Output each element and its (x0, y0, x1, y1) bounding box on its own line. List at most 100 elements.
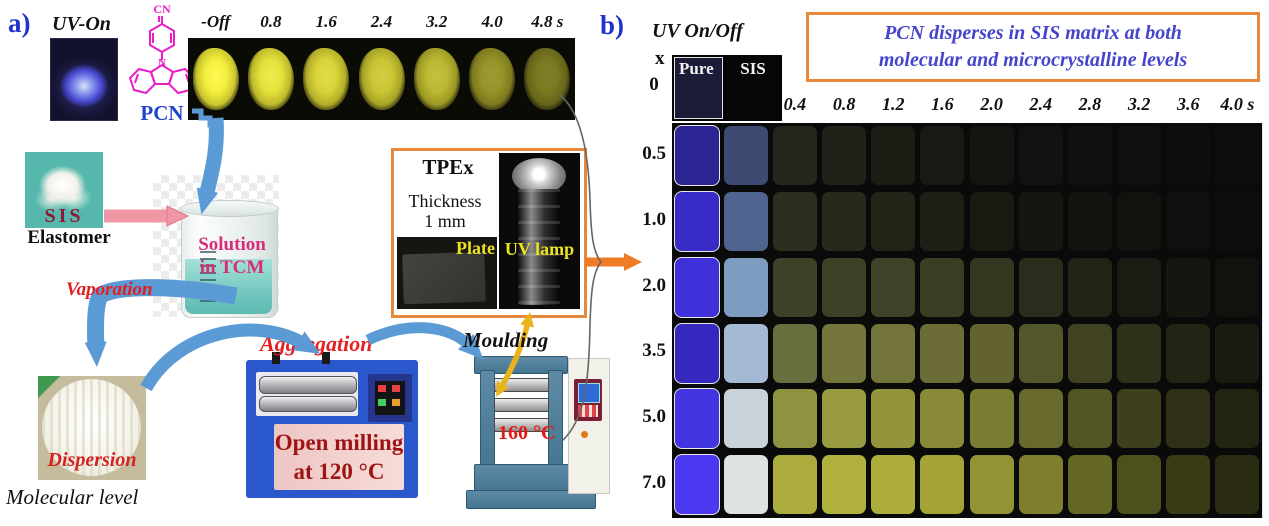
sample-cell (723, 323, 768, 383)
x-axis-label: x (655, 48, 665, 69)
press-base (466, 490, 596, 509)
sample-cell (1215, 323, 1260, 383)
glowing-sample (192, 48, 239, 110)
mill-roller-housing (256, 372, 358, 416)
sample-cell (969, 126, 1014, 185)
sample-cell (723, 191, 768, 251)
sample-cell (1117, 389, 1161, 449)
sample-cell (1215, 455, 1260, 515)
sample-cell (1117, 126, 1161, 185)
sample-cell (1166, 257, 1211, 317)
press-control-screen (574, 379, 602, 421)
sample-cell (969, 455, 1014, 515)
time-label-a: 0.8 (260, 12, 282, 31)
glowing-sample (524, 48, 571, 110)
sample-cell (1215, 191, 1260, 251)
sample-cell (772, 126, 817, 185)
time-label-a: -Off (201, 12, 231, 31)
row-label: 3.5 (642, 340, 666, 362)
sample-cell (1067, 126, 1112, 185)
sample-cell (1215, 126, 1260, 185)
sample-cell (871, 257, 916, 317)
sample-cell (822, 389, 866, 449)
open-mill-machine: Open milling at 120 °C (246, 352, 418, 498)
mill-indicator (378, 385, 386, 392)
time-label-b: 4.0 s (1220, 94, 1255, 114)
mill-display (375, 381, 405, 415)
uv-on-photo (50, 38, 118, 121)
sample-cell (674, 323, 719, 383)
sample-cell (822, 126, 866, 185)
time-label-b: 2.8 (1078, 94, 1102, 114)
pcn-name-label: PCN (140, 101, 184, 125)
dispersion-label: Dispersion (47, 449, 137, 471)
sample-cell (920, 257, 965, 317)
sample-cell (723, 455, 768, 515)
uv-lamp-label: UV lamp (504, 239, 575, 259)
press-column (548, 370, 563, 470)
sample-cell (1067, 323, 1112, 383)
time-label-b: 3.2 (1127, 94, 1151, 114)
sample-cell (969, 191, 1014, 251)
aggregation-label: Aggregation (260, 331, 373, 356)
sample-cell (920, 455, 965, 515)
time-label-a: 2.4 (370, 12, 393, 31)
press-machine: 160 °C (466, 352, 610, 510)
photoluminescence-strip (188, 38, 575, 120)
glowing-sample (469, 48, 516, 110)
sample-cell (1166, 126, 1211, 185)
mill-control-panel (368, 374, 412, 422)
press-platen (494, 378, 549, 392)
glowing-sample (413, 48, 460, 110)
cast-film-photo (38, 376, 146, 480)
uv-lamp-photo: UV lamp (499, 153, 580, 309)
cn-group-label: CN (153, 2, 171, 16)
sample-cell (1117, 455, 1161, 515)
sample-cell (772, 257, 817, 317)
sample-cell (1166, 191, 1211, 251)
sample-cell (969, 257, 1014, 317)
uv-lamp-head (512, 158, 566, 194)
sample-cell (772, 191, 817, 251)
glowing-sample (358, 48, 405, 110)
sample-cell (1067, 389, 1112, 449)
sample-cell (920, 323, 965, 383)
uv-on-label: UV-On (52, 13, 111, 35)
row0-sis-cell: SIS (727, 58, 779, 118)
time-label-b: 0.4 (783, 94, 807, 114)
sample-cell (822, 455, 866, 515)
conclusion-note-box: PCN disperses in SIS matrix at both mole… (806, 12, 1260, 82)
sample-cell (1166, 455, 1211, 515)
time-label-b: 2.0 (980, 94, 1003, 114)
film-disc (42, 379, 141, 476)
sample-cell (1067, 191, 1112, 251)
sample-cell (723, 126, 768, 185)
mill-indicator (392, 399, 400, 406)
sample-cell (1018, 191, 1063, 251)
row0-pure-cell: Pure (675, 58, 722, 118)
time-label-a: 1.6 (315, 12, 337, 31)
time-label-b: 1.2 (882, 94, 905, 114)
panel-b-time-labels: 0.4 0.8 1.2 1.6 2.0 2.4 2.8 3.2 3.6 4.0 s (672, 94, 1262, 116)
sample-cell (1018, 389, 1063, 449)
open-milling-sign: Open milling at 120 °C (274, 424, 404, 490)
press-screen-display (578, 383, 600, 403)
sample-cell (822, 191, 866, 251)
panel-b-label: b) (600, 10, 625, 40)
sample-cell (674, 455, 719, 515)
time-label-b: 0.8 (832, 94, 856, 114)
sample-cell (1018, 323, 1063, 383)
row-label: 1.0 (642, 208, 666, 230)
sis-column-header: SIS (740, 59, 766, 78)
tpex-inset-box: TPEx Thickness 1 mm Plate UV lamp (391, 148, 587, 318)
time-label-a: 3.2 (426, 12, 448, 31)
vaporation-label: Vaporation (66, 279, 153, 300)
sample-cell (871, 455, 916, 515)
panel-a-label: a) (8, 8, 31, 38)
mill-indicator (378, 399, 386, 406)
press-indicator (581, 431, 588, 438)
sample-cell (674, 191, 719, 251)
sample-cell (822, 323, 866, 383)
press-temperature-label: 160 °C (498, 422, 556, 444)
